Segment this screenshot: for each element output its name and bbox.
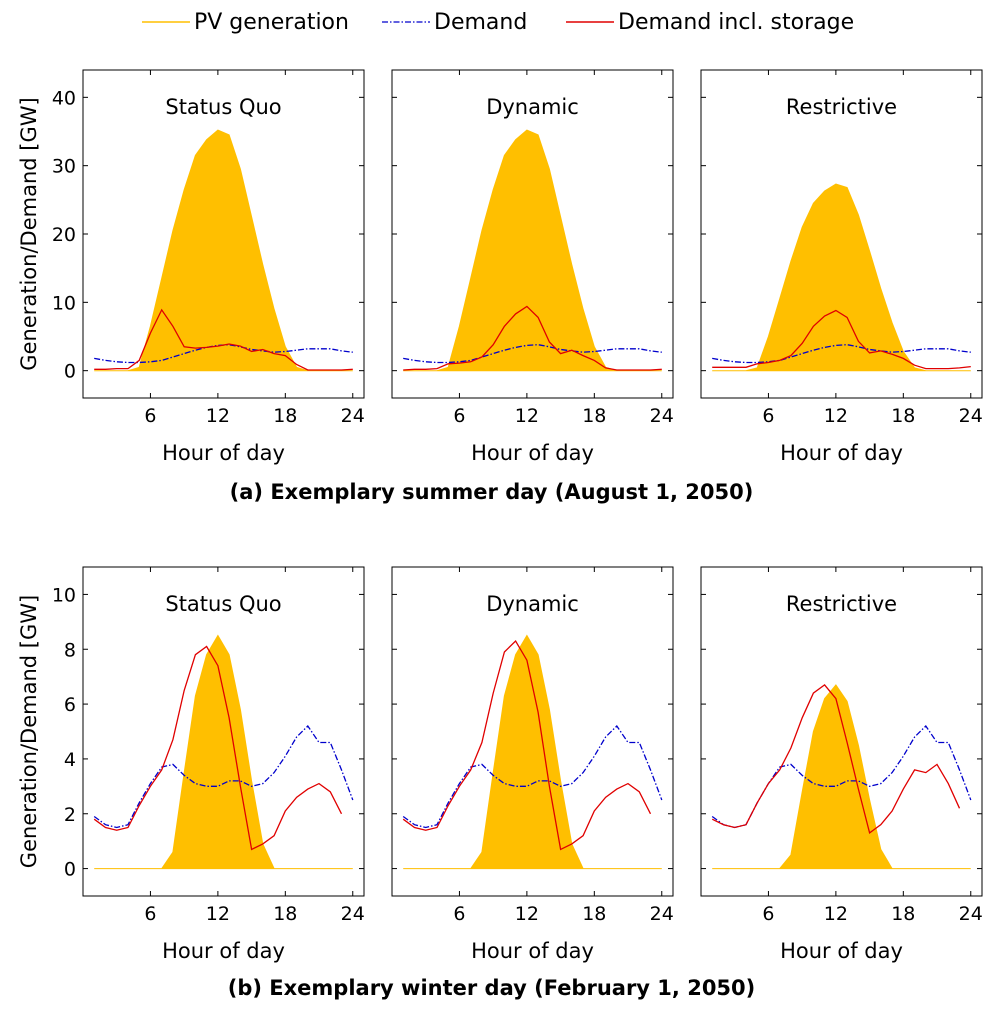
panel-winter-dynamic-xtick-label: 18 <box>582 903 606 925</box>
legend-swatch-storage <box>566 21 614 23</box>
panel-summer-restrictive: 6 12 18 24 Restrictive Hour of day <box>700 69 983 465</box>
panel-winter-status-quo-ytick-label: 8 <box>64 639 76 661</box>
panel-winter-status-quo-demand-line <box>93 724 354 829</box>
panel-winter-dynamic-storage-line <box>402 639 652 851</box>
panel-winter-restrictive-xtick-label: 24 <box>959 903 983 925</box>
panel-winter-dynamic-title: Dynamic <box>486 592 579 616</box>
panel-summer-restrictive-xlabel: Hour of day <box>780 441 903 465</box>
panel-summer-dynamic-demand-line <box>403 344 662 364</box>
panel-summer-status-quo-ytick-label: 10 <box>52 292 76 314</box>
panel-winter-status-quo-ytick-label: 4 <box>64 749 76 771</box>
panel-winter-restrictive-storage-line <box>711 684 961 834</box>
panel-winter-status-quo-ytick-label: 2 <box>64 804 76 826</box>
panel-winter-status-quo-plot-area <box>93 634 354 870</box>
panel-summer-restrictive-pv-area <box>712 183 971 372</box>
panel-summer-restrictive-xtick-label: 6 <box>762 405 774 427</box>
panel-winter-dynamic-xlabel: Hour of day <box>471 939 594 963</box>
panel-summer-restrictive-storage-line <box>712 309 971 370</box>
panel-summer-status-quo-ytick-label: 20 <box>52 224 76 246</box>
panel-winter-dynamic: 6 12 18 24 Dynamic Hour of day <box>391 566 674 963</box>
legend-swatch-demand <box>382 21 430 23</box>
panel-summer-status-quo-title: Status Quo <box>165 95 281 119</box>
panel-summer-status-quo-xtick-label: 12 <box>206 405 230 427</box>
legend-label-demand: Demand <box>434 9 528 35</box>
legend-swatch-pv <box>142 21 190 23</box>
panel-summer-status-quo-ytick-label: 30 <box>52 156 76 178</box>
panel-winter-restrictive-title: Restrictive <box>786 592 897 616</box>
panel-winter-restrictive-plot-area <box>711 684 972 870</box>
panel-summer-restrictive-xtick-label: 12 <box>824 405 848 427</box>
panel-summer-dynamic-xtick-label: 12 <box>515 405 539 427</box>
panel-summer-dynamic-xtick-label: 18 <box>582 405 606 427</box>
panel-summer-status-quo-xtick-label: 18 <box>273 405 297 427</box>
panel-winter-dynamic-xtick-label: 6 <box>453 903 465 925</box>
panel-winter-restrictive-pv-area <box>712 684 971 870</box>
panel-summer-dynamic-xtick-label: 24 <box>650 405 674 427</box>
legend-item-demand: Demand <box>382 8 527 36</box>
panel-summer-status-quo-plot-area <box>94 129 353 372</box>
panel-winter-restrictive-xtick-label: 12 <box>824 903 848 925</box>
panel-summer-dynamic-storage-line <box>403 305 662 371</box>
panel-winter-dynamic-plot-area <box>402 634 663 870</box>
legend: PV generation Demand Demand incl. storag… <box>0 0 983 44</box>
panel-winter-restrictive-xtick-label: 18 <box>891 903 915 925</box>
panel-summer-dynamic-pv-area <box>403 129 662 372</box>
panel-summer-status-quo-ylabel: Generation/Demand [GW] <box>17 97 41 370</box>
panel-winter-restrictive: 6 12 18 24 Restrictive Hour of day <box>700 566 983 963</box>
panel-winter-restrictive-xtick-label: 6 <box>762 903 774 925</box>
panel-summer-status-quo-xlabel: Hour of day <box>162 441 285 465</box>
panel-winter-status-quo-xtick-label: 24 <box>341 903 365 925</box>
panel-winter-status-quo-pv-area <box>94 634 353 870</box>
legend-item-pv: PV generation <box>142 8 349 36</box>
panel-winter-restrictive-frame <box>700 566 983 897</box>
panel-summer-dynamic: 6 12 18 24 Dynamic Hour of day <box>391 69 674 465</box>
legend-item-storage: Demand incl. storage <box>566 8 854 36</box>
panel-winter-status-quo-ytick-label: 6 <box>64 694 76 716</box>
panel-winter-status-quo-storage-line <box>93 645 343 851</box>
legend-label-pv: PV generation <box>194 9 349 35</box>
panel-summer-status-quo-xtick-label: 6 <box>144 405 156 427</box>
panel-summer-dynamic-xlabel: Hour of day <box>471 441 594 465</box>
panel-summer-dynamic-plot-area <box>403 129 662 372</box>
panel-summer-dynamic-xtick-label: 6 <box>453 405 465 427</box>
panel-winter-status-quo-ytick-label: 0 <box>64 859 76 881</box>
panel-summer-restrictive-plot-area <box>712 183 971 372</box>
panel-summer-restrictive-title: Restrictive <box>786 95 897 119</box>
panel-summer-status-quo-xtick-label: 24 <box>341 405 365 427</box>
caption-winter: (b) Exemplary winter day (February 1, 20… <box>227 976 756 1000</box>
panel-winter-status-quo-frame <box>82 566 365 897</box>
panel-winter-status-quo-xtick-label: 12 <box>206 903 230 925</box>
panel-winter-dynamic-xtick-label: 12 <box>515 903 539 925</box>
panel-summer-status-quo-storage-line <box>94 308 353 371</box>
panel-summer-status-quo-ytick-label: 40 <box>52 87 76 109</box>
panel-summer-status-quo-ytick-label: 0 <box>64 361 76 383</box>
panel-winter-dynamic-xtick-label: 24 <box>650 903 674 925</box>
panel-winter-status-quo-xtick-label: 18 <box>273 903 297 925</box>
caption-summer: (a) Exemplary summer day (August 1, 2050… <box>229 480 754 504</box>
panel-summer-restrictive-xtick-label: 24 <box>959 405 983 427</box>
panel-winter-status-quo-xtick-label: 6 <box>144 903 156 925</box>
legend-label-storage: Demand incl. storage <box>618 9 855 35</box>
panel-winter-dynamic-frame <box>391 566 674 897</box>
panel-summer-dynamic-title: Dynamic <box>486 95 579 119</box>
panel-summer-restrictive-xtick-label: 18 <box>891 405 915 427</box>
panel-winter-dynamic-pv-area <box>403 634 662 870</box>
panel-winter-restrictive-xlabel: Hour of day <box>780 939 903 963</box>
panel-winter-status-quo-xlabel: Hour of day <box>162 939 285 963</box>
panel-winter-dynamic-demand-line <box>402 724 663 829</box>
panel-winter-status-quo-ytick-label: 10 <box>52 584 76 606</box>
panel-summer-status-quo-pv-area <box>94 129 353 372</box>
panel-winter-status-quo-title: Status Quo <box>165 592 281 616</box>
panel-summer-status-quo: 6 12 18 24 0 10 20 30 40 Status Quo Hour of day Gen… <box>17 69 365 465</box>
panel-summer-restrictive-demand-line <box>712 344 971 364</box>
panel-winter-status-quo-ylabel: Generation/Demand [GW] <box>17 595 41 868</box>
